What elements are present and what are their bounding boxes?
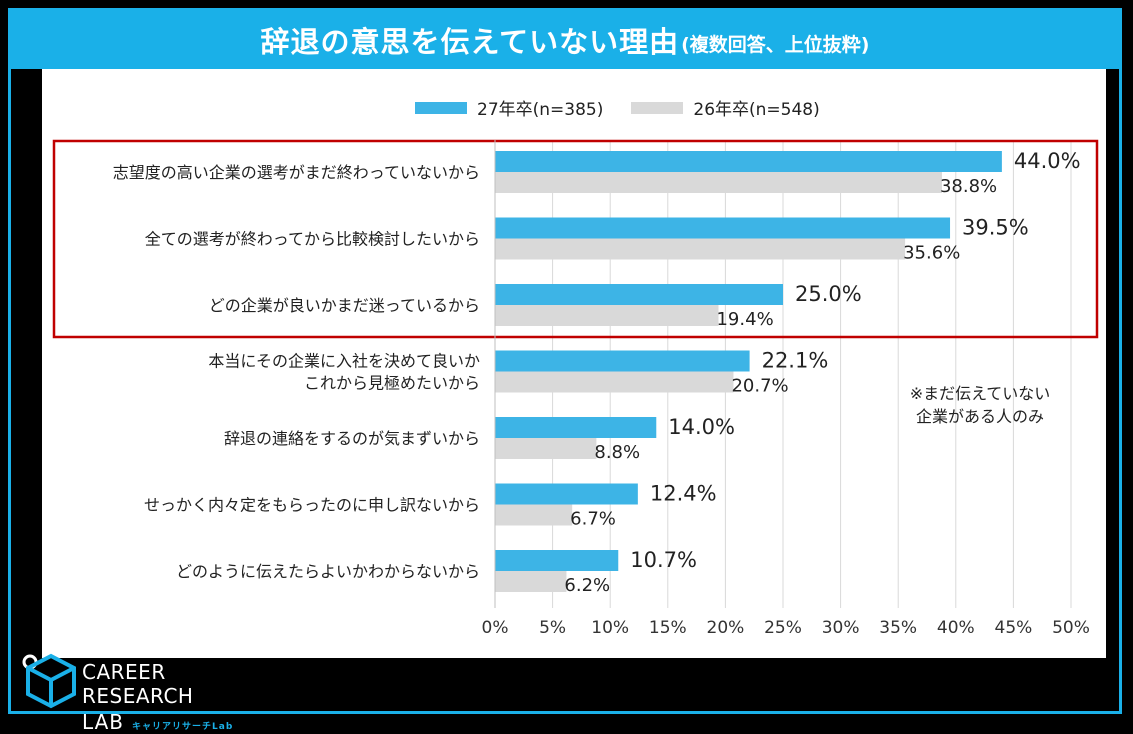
bar-series2 xyxy=(495,371,734,393)
data-label: 6.7% xyxy=(570,509,616,530)
legend-label-series1: 27年卒(n=385) xyxy=(477,100,604,120)
x-tick-label: 10% xyxy=(591,618,629,638)
legend-item-series1: 27年卒(n=385) xyxy=(415,95,603,120)
x-tick-label: 15% xyxy=(649,618,687,638)
logo-sub: キャリアリサーチLab xyxy=(132,722,234,732)
bar-series1 xyxy=(495,217,951,239)
category-label: これから見極めたいから xyxy=(304,374,480,393)
bar-series2 xyxy=(495,504,573,526)
bar-series2 xyxy=(495,305,719,326)
category-label: 志望度の高い企業の選考がまだ終わっていないから xyxy=(113,163,480,182)
x-tick-label: 0% xyxy=(482,618,509,638)
chart-title: 辞退の意思を伝えていない理由 xyxy=(260,25,680,59)
x-tick-label: 35% xyxy=(879,618,917,638)
legend-swatch-series2 xyxy=(631,101,684,114)
bar-series2 xyxy=(495,172,942,193)
bar-series1 xyxy=(495,284,783,305)
category-label: 全ての選考が終わってから比較検討したいから xyxy=(145,230,480,249)
data-label: 38.8% xyxy=(940,176,997,197)
data-label: 44.0% xyxy=(1014,149,1081,173)
bar-series2 xyxy=(495,438,597,459)
bar-series1 xyxy=(495,350,750,372)
footnote-line2: 企業がある人のみ xyxy=(915,407,1044,426)
chart-subtitle: (複数回答、上位抜粋) xyxy=(681,33,870,56)
x-tick-label: 50% xyxy=(1052,618,1090,638)
legend-swatch-series1 xyxy=(415,101,467,114)
x-tick-label: 40% xyxy=(937,618,975,638)
highlight-box xyxy=(52,139,1099,339)
data-label: 14.0% xyxy=(668,415,735,439)
logo-line2-text: LAB xyxy=(82,710,125,734)
career-research-lab-logo: CAREER RESEARCH LAB キャリアリサーチLab xyxy=(22,652,272,734)
data-label: 25.0% xyxy=(795,282,862,306)
category-label: 本当にその企業に入社を決めて良いか xyxy=(208,352,480,371)
cube-logo-icon xyxy=(22,653,76,709)
data-label: 35.6% xyxy=(903,243,960,264)
logo-line1: CAREER RESEARCH xyxy=(82,660,194,708)
data-label: 19.4% xyxy=(716,309,773,330)
bar-series1 xyxy=(495,550,619,571)
legend-label-series2: 26年卒(n=548) xyxy=(693,100,820,120)
data-label: 39.5% xyxy=(962,216,1029,240)
legend-item-series2: 26年卒(n=548) xyxy=(631,95,820,120)
bar-series1 xyxy=(495,417,657,438)
data-label: 22.1% xyxy=(762,349,829,373)
category-label: 辞退の連絡をするのが気まずいから xyxy=(224,429,480,448)
x-tick-label: 30% xyxy=(822,618,860,638)
legend: 27年卒(n=385) 26年卒(n=548) xyxy=(415,95,848,120)
x-tick-label: 45% xyxy=(995,618,1033,638)
frame-border xyxy=(8,8,1122,714)
data-label: 20.7% xyxy=(731,376,788,397)
data-label: 10.7% xyxy=(630,548,697,572)
bar-series1 xyxy=(495,151,1002,172)
category-label: どの企業が良いかまだ迷っているから xyxy=(209,296,480,315)
data-label: 8.8% xyxy=(594,442,640,463)
logo-text: CAREER RESEARCH LAB キャリアリサーチLab xyxy=(82,660,272,734)
bar-series1 xyxy=(495,483,638,505)
x-tick-label: 20% xyxy=(707,618,745,638)
bar-series2 xyxy=(495,238,906,260)
footnote-line1: ※まだ伝えていない xyxy=(909,384,1051,403)
category-label: せっかく内々定をもらったのに申し訳ないから xyxy=(144,496,480,515)
logo-line2: LAB キャリアリサーチLab xyxy=(82,710,272,734)
title-bar: 辞退の意思を伝えていない理由 (複数回答、上位抜粋) xyxy=(11,11,1119,69)
footnote: ※まだ伝えていない 企業がある人のみ xyxy=(890,382,1070,428)
category-label: どのように伝えたらよいかわからないから xyxy=(176,562,480,581)
data-label: 6.2% xyxy=(564,575,610,596)
bar-series2 xyxy=(495,571,567,592)
data-label: 12.4% xyxy=(650,482,717,506)
x-tick-label: 5% xyxy=(539,618,566,638)
x-tick-label: 25% xyxy=(764,618,802,638)
